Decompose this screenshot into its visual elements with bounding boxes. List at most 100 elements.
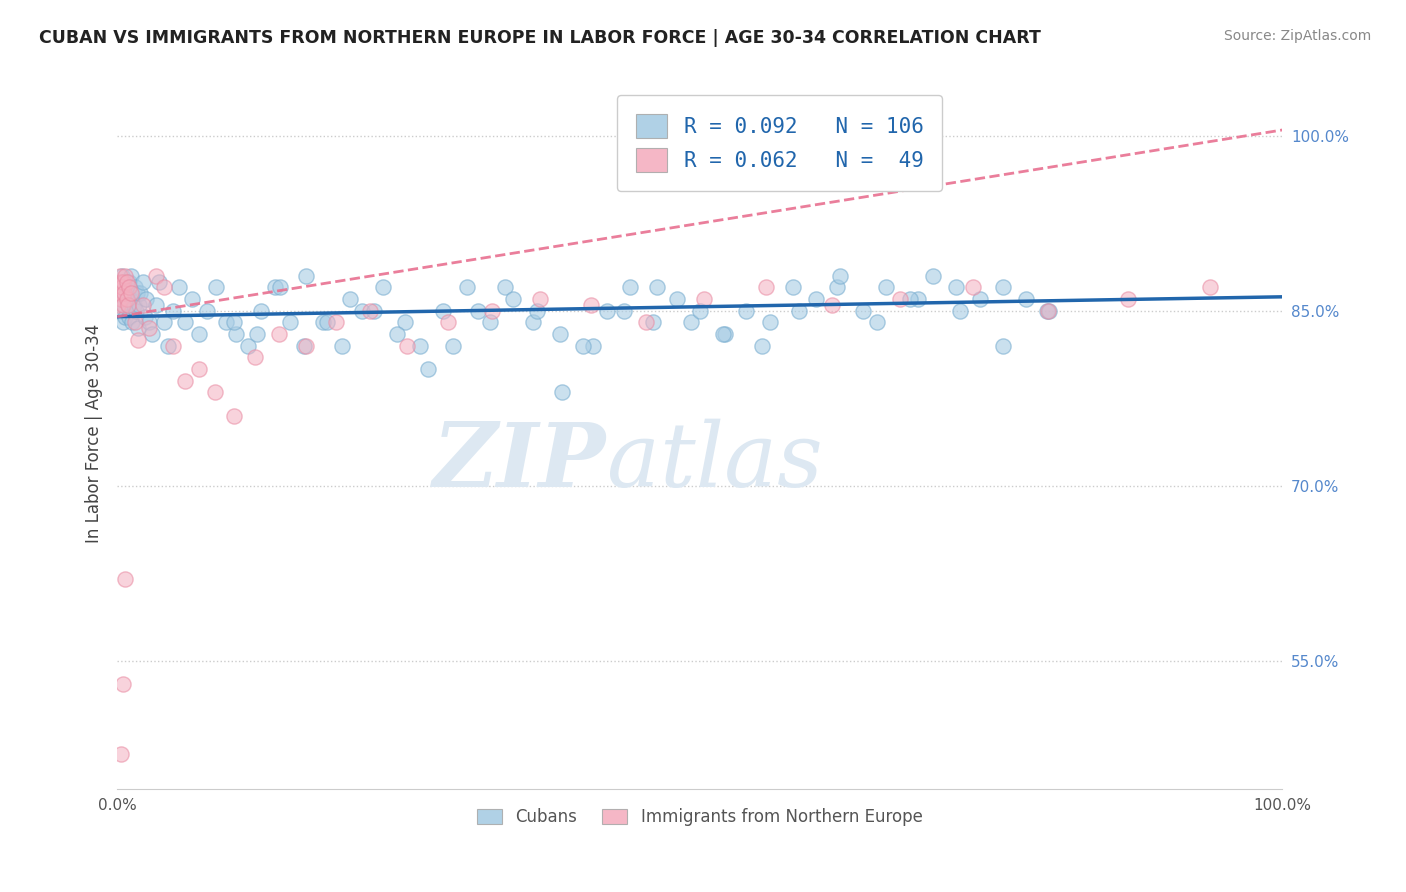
Point	[735, 303, 758, 318]
Point	[529, 292, 551, 306]
Point	[187, 362, 209, 376]
Point	[108, 303, 131, 318]
Point	[820, 298, 842, 312]
Point	[437, 316, 460, 330]
Text: ZIP: ZIP	[433, 418, 606, 505]
Point	[494, 280, 516, 294]
Point	[551, 385, 574, 400]
Point	[117, 298, 139, 312]
Point	[263, 280, 285, 294]
Point	[111, 677, 134, 691]
Point	[118, 292, 141, 306]
Point	[112, 298, 135, 312]
Point	[945, 280, 967, 294]
Point	[292, 339, 315, 353]
Point	[385, 327, 408, 342]
Point	[125, 286, 148, 301]
Point	[787, 303, 810, 318]
Point	[117, 298, 139, 312]
Point	[613, 303, 636, 318]
Point	[222, 409, 245, 423]
Point	[782, 280, 804, 294]
Point	[693, 292, 716, 306]
Point	[806, 292, 828, 306]
Point	[1036, 303, 1059, 318]
Text: atlas: atlas	[606, 418, 823, 505]
Point	[225, 327, 247, 342]
Point	[107, 280, 129, 294]
Point	[132, 275, 155, 289]
Point	[522, 316, 544, 330]
Point	[110, 747, 132, 762]
Point	[595, 303, 617, 318]
Point	[111, 280, 134, 294]
Point	[409, 339, 432, 353]
Point	[134, 310, 156, 324]
Point	[922, 268, 945, 283]
Point	[110, 292, 132, 306]
Point	[236, 339, 259, 353]
Point	[118, 275, 141, 289]
Point	[316, 316, 339, 330]
Point	[396, 339, 419, 353]
Point	[1015, 292, 1038, 306]
Point	[432, 303, 454, 318]
Point	[115, 292, 138, 306]
Point	[572, 339, 595, 353]
Point	[363, 303, 385, 318]
Point	[278, 316, 301, 330]
Point	[162, 303, 184, 318]
Point	[167, 280, 190, 294]
Point	[110, 275, 132, 289]
Point	[269, 327, 291, 342]
Point	[758, 316, 780, 330]
Point	[173, 316, 195, 330]
Point	[124, 280, 146, 294]
Point	[479, 316, 502, 330]
Point	[645, 280, 668, 294]
Point	[204, 385, 226, 400]
Point	[246, 327, 269, 342]
Point	[110, 292, 132, 306]
Point	[187, 327, 209, 342]
Point	[127, 333, 149, 347]
Text: Source: ZipAtlas.com: Source: ZipAtlas.com	[1223, 29, 1371, 43]
Point	[481, 303, 503, 318]
Point	[173, 374, 195, 388]
Point	[827, 280, 849, 294]
Point	[526, 303, 548, 318]
Point	[111, 292, 134, 306]
Point	[162, 339, 184, 353]
Point	[969, 292, 991, 306]
Point	[118, 280, 141, 294]
Point	[121, 316, 143, 330]
Y-axis label: In Labor Force | Age 30-34: In Labor Force | Age 30-34	[86, 324, 103, 543]
Point	[689, 303, 711, 318]
Point	[180, 292, 202, 306]
Point	[665, 292, 688, 306]
Point	[141, 327, 163, 342]
Point	[852, 303, 875, 318]
Point	[371, 280, 394, 294]
Point	[339, 292, 361, 306]
Point	[138, 316, 160, 330]
Point	[711, 327, 734, 342]
Point	[145, 298, 167, 312]
Point	[249, 303, 271, 318]
Point	[108, 268, 131, 283]
Point	[112, 286, 135, 301]
Point	[866, 316, 889, 330]
Point	[875, 280, 897, 294]
Point	[243, 351, 266, 365]
Point	[135, 292, 157, 306]
Point	[110, 280, 132, 294]
Point	[114, 310, 136, 324]
Point	[991, 339, 1014, 353]
Point	[714, 327, 737, 342]
Point	[643, 316, 665, 330]
Point	[312, 316, 335, 330]
Point	[269, 280, 291, 294]
Point	[195, 303, 218, 318]
Legend: Cubans, Immigrants from Northern Europe: Cubans, Immigrants from Northern Europe	[468, 799, 931, 834]
Point	[112, 275, 135, 289]
